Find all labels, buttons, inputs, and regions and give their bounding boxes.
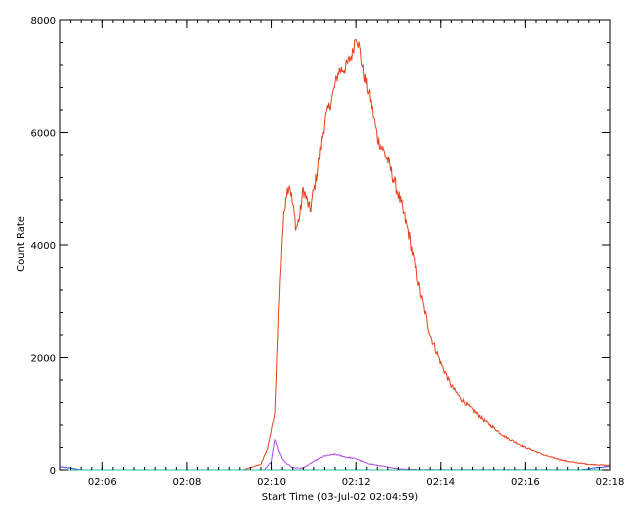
x-tick-label: 02:14 <box>426 477 455 488</box>
tick-group: 02:06 02:08 02:10 02:12 02:14 02:16 02:18 0 2000… <box>31 16 625 488</box>
x-tick-label: 02:12 <box>342 477 371 488</box>
x-tick-label: 02:10 <box>257 477 286 488</box>
y-tick-label: 2000 <box>31 354 56 365</box>
y-axis-title: Count Rate <box>16 216 27 272</box>
y-tick-label: 8000 <box>31 16 56 27</box>
series-line-0 <box>60 38 611 471</box>
x-tick-label: 02:08 <box>173 477 202 488</box>
plot-frame <box>59 19 611 471</box>
axes <box>59 19 611 471</box>
series-group <box>59 38 611 471</box>
y-tick-label: 0 <box>50 466 56 477</box>
x-tick-label: 02:16 <box>511 477 540 488</box>
x-tick-label: 02:18 <box>596 477 625 488</box>
x-tick-label: 02:06 <box>88 477 117 488</box>
x-axis-title: Start Time (03-Jul-02 02:04:59) <box>262 492 419 503</box>
y-tick-label: 4000 <box>31 241 56 252</box>
y-tick-label: 6000 <box>31 129 56 140</box>
series-line-1 <box>60 438 610 471</box>
